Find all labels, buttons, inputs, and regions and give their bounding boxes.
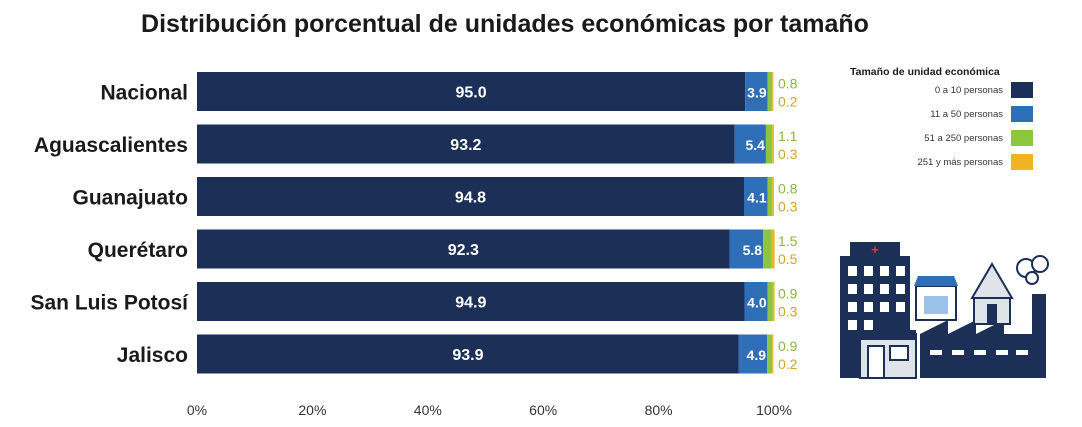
x-tick-label: 80%: [645, 402, 673, 418]
category-label: Querétaro: [88, 239, 188, 262]
legend-title: Tamaño de unidad económica: [850, 66, 1000, 78]
data-label: 4.9: [747, 347, 767, 363]
data-label: 0.3: [778, 199, 798, 215]
bar-segment: [197, 334, 739, 374]
bar-segment: [197, 282, 745, 321]
bar-segment: [763, 229, 772, 269]
legend-item-11-50: 11 a 50 personas: [840, 102, 1033, 126]
data-label: 0.9: [778, 338, 798, 354]
data-label: 93.9: [452, 347, 483, 364]
legend-swatch: [1011, 82, 1033, 98]
bar-segment: [197, 124, 735, 164]
bar-segment: [771, 229, 775, 269]
category-label: Guanajuato: [72, 187, 188, 210]
bar-segment: [767, 72, 773, 111]
legend-label: 51 a 250 personas: [924, 132, 1003, 144]
data-label: 4.0: [747, 295, 767, 311]
data-label: 0.8: [778, 76, 798, 92]
bar-segment: [745, 72, 768, 111]
legend-label: 0 a 10 personas: [934, 84, 1003, 96]
x-tick-label: 100%: [756, 402, 792, 418]
bar-segment: [744, 282, 768, 321]
bar-segment: [734, 124, 766, 164]
bar-segment: [197, 229, 730, 269]
bar-segment: [767, 282, 773, 321]
legend-label: 251 y más personas: [917, 156, 1003, 168]
data-label: 95.0: [456, 85, 487, 102]
bar-segment: [772, 124, 774, 164]
data-label: 0.3: [778, 146, 798, 162]
legend: Tamaño de unidad económica 0 a 10 person…: [840, 66, 1065, 174]
legend-swatch: [1011, 154, 1033, 170]
data-label: 1.1: [778, 128, 798, 144]
data-label: 0.8: [778, 181, 798, 197]
x-tick-label: 40%: [414, 402, 442, 418]
data-label: 0.5: [778, 251, 798, 267]
bar-segment: [772, 282, 775, 321]
data-label: 94.8: [455, 190, 486, 207]
legend-item-0-10: 0 a 10 personas: [840, 78, 1033, 102]
bar-segment: [738, 334, 768, 374]
data-label: 0.3: [778, 304, 798, 320]
data-label: 4.1: [747, 190, 767, 206]
x-tick-label: 60%: [529, 402, 557, 418]
category-label: Nacional: [100, 82, 188, 105]
bar-segment: [772, 72, 774, 111]
data-label: 1.5: [778, 233, 798, 249]
category-label: Aguascalientes: [34, 134, 188, 157]
data-label: 92.3: [448, 242, 479, 259]
legend-swatch: [1011, 130, 1033, 146]
legend-item-51-250: 51 a 250 personas: [840, 126, 1033, 150]
data-label: 0.9: [778, 286, 798, 302]
bar-segment: [772, 334, 774, 374]
data-label: 5.8: [743, 242, 763, 258]
data-label: 0.2: [778, 356, 798, 372]
bar-segment: [729, 229, 764, 269]
svg-text:+: +: [871, 242, 879, 257]
data-label: 93.2: [450, 137, 481, 154]
chart-title: Distribución porcentual de unidades econ…: [141, 10, 869, 38]
buildings-illustration: +: [840, 242, 1049, 379]
data-label: 0.2: [778, 94, 798, 110]
legend-swatch: [1011, 106, 1033, 122]
bar-segment: [743, 177, 768, 216]
x-tick-label: 0%: [187, 402, 207, 418]
x-tick-label: 20%: [298, 402, 326, 418]
data-label: 5.4: [745, 137, 765, 153]
bar-segment: [772, 177, 774, 216]
legend-item-251-plus: 251 y más personas: [840, 150, 1033, 174]
data-label: 94.9: [455, 295, 486, 312]
bar-segment: [197, 177, 744, 216]
bar-segment: [197, 72, 746, 111]
legend-label: 11 a 50 personas: [930, 108, 1003, 120]
category-label: San Luis Potosí: [30, 292, 189, 315]
bar-segment: [765, 124, 773, 164]
bar-segment: [767, 334, 773, 374]
bar-segment: [767, 177, 773, 216]
category-label: Jalisco: [117, 344, 188, 367]
data-label: 3.9: [747, 85, 767, 101]
